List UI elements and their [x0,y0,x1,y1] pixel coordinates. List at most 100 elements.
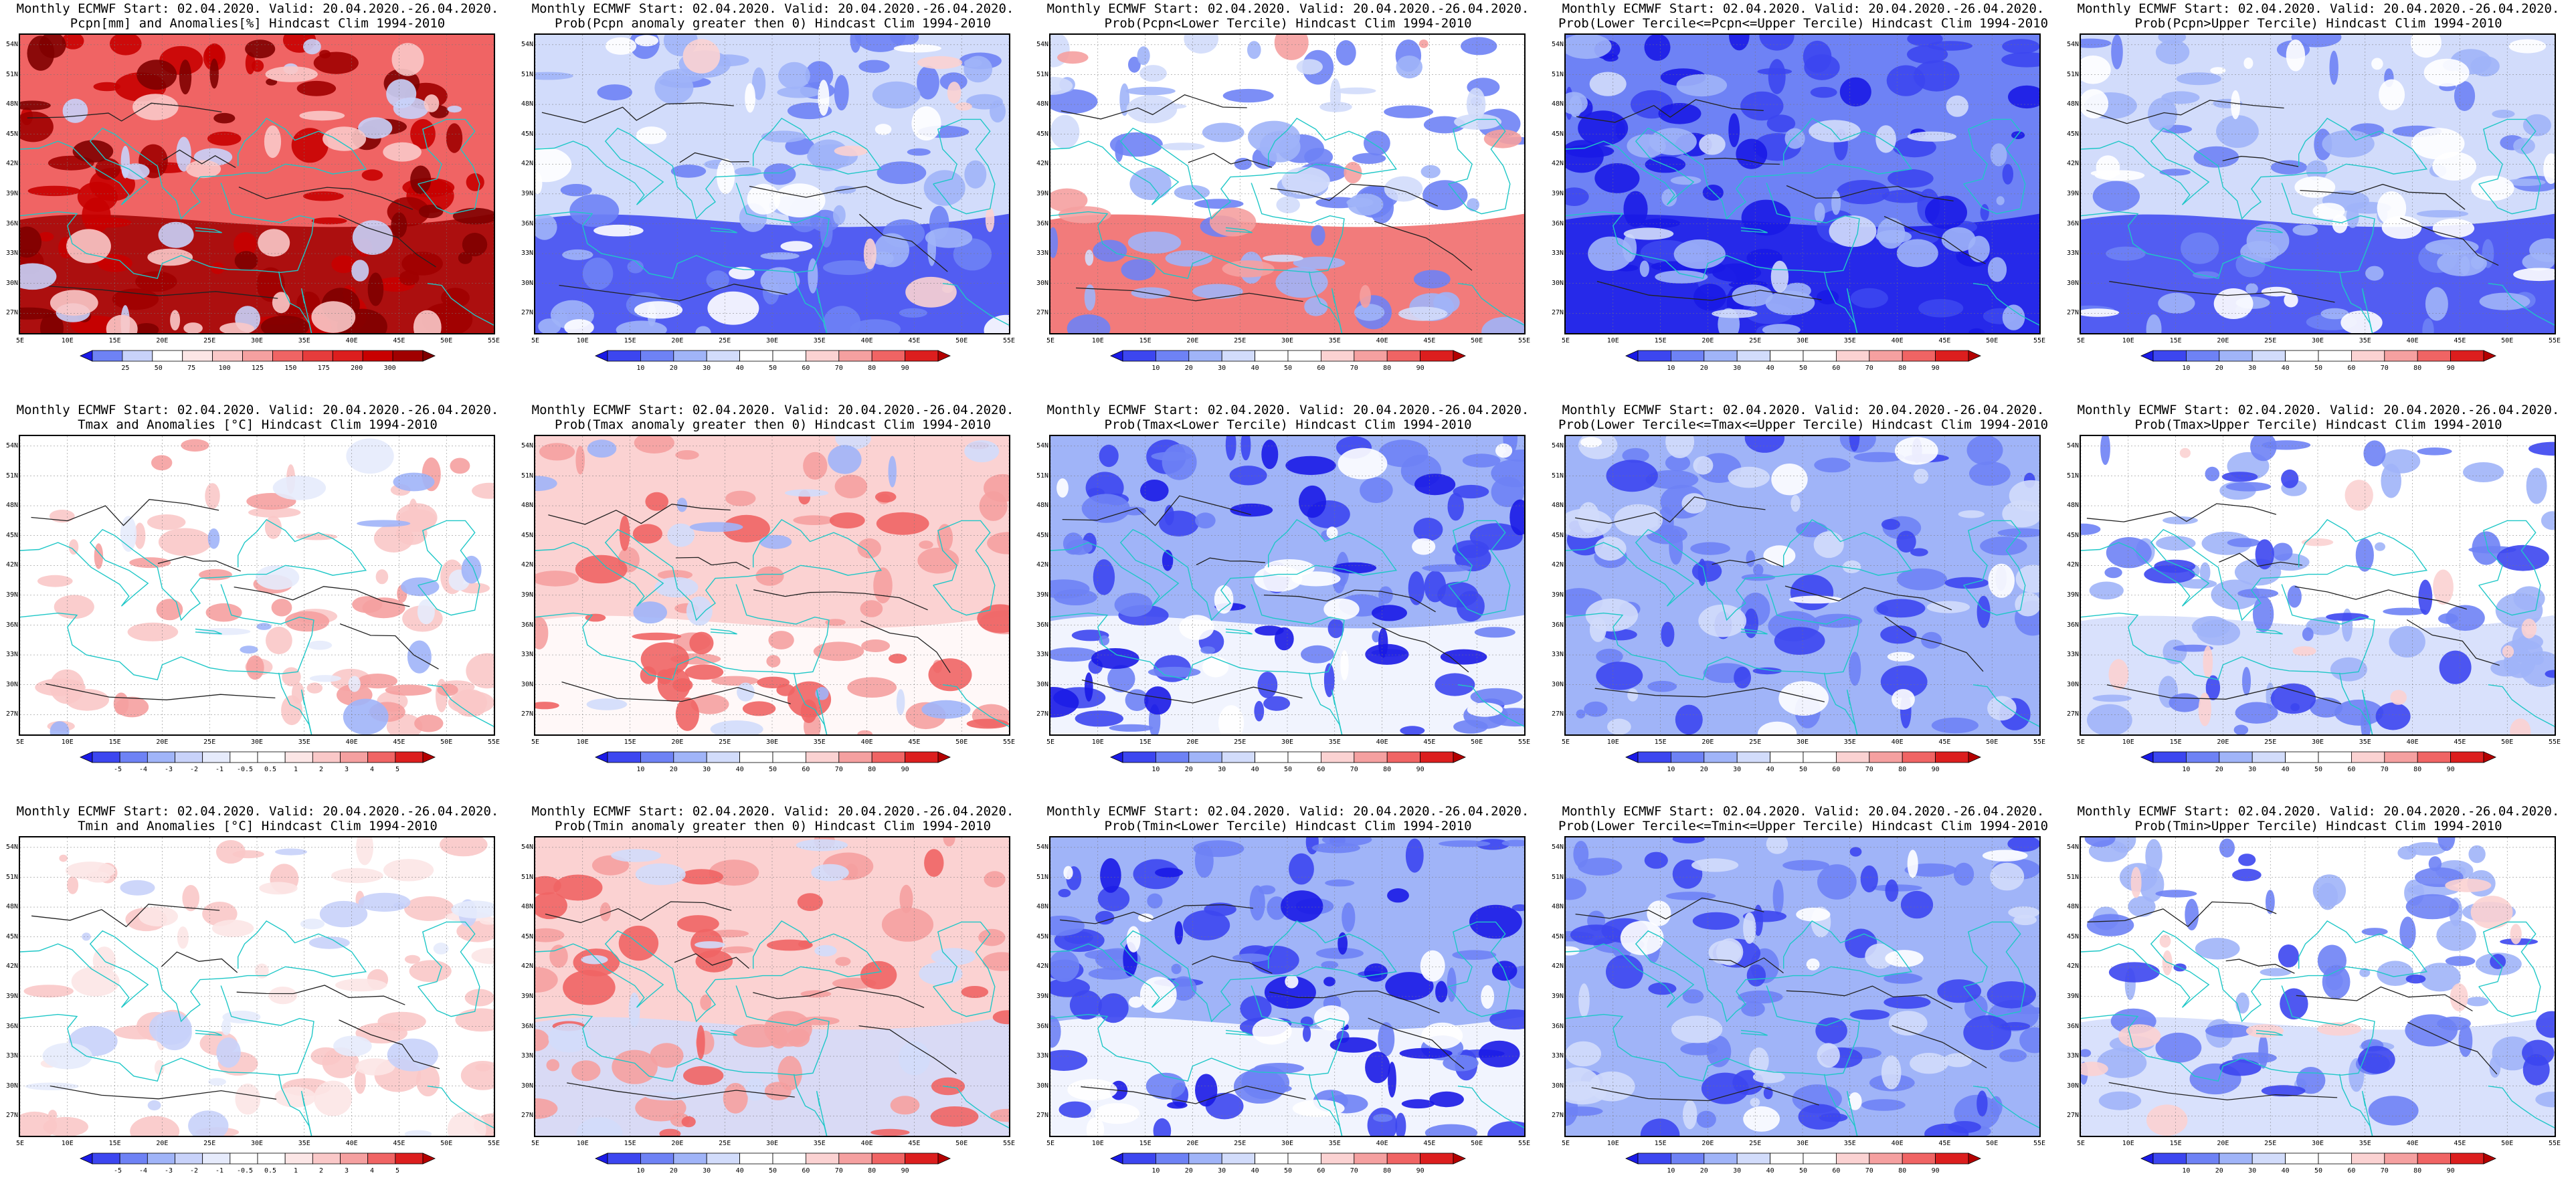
field-patch [931,948,976,966]
field-patch [535,967,558,993]
colorbar-svg [1625,350,1981,362]
latitude-tick-label: 39N [5,992,18,1000]
latitude-tick-label: 42N [2066,561,2079,569]
field-patch [919,962,963,986]
coastline [793,672,828,734]
field-patch [635,863,686,886]
field-patch [2081,56,2111,84]
coastline [20,985,314,1082]
field-patch [745,1078,765,1101]
field-patch [985,207,995,232]
field-patch [59,854,68,862]
latitude-tick-label: 45N [1036,130,1048,138]
colorbar-tick-label: 40 [1251,766,1259,773]
latitude-tick-label: 30N [2066,1082,2079,1090]
longitude-tick-label: 20E [1186,1140,1199,1147]
field-patch [1109,724,1154,732]
field-patch [1125,86,1176,96]
colorbar-swatch [1902,1152,1936,1165]
field-patch [348,676,361,692]
colorbar-min-arrow [1625,1152,1639,1165]
colorbar-swatch [2450,751,2484,763]
field-patch [54,595,94,619]
field-patch [2104,567,2122,579]
colorbar-swatch [673,350,707,362]
field-patch [2466,997,2489,1007]
colorbar-swatch [1835,1152,1870,1165]
field-patch [707,291,759,325]
field-patch [1566,878,1586,900]
field-patch [2301,538,2334,546]
colorbar-tick-label: 10 [2182,365,2191,372]
field-patch [120,880,155,896]
field-patch [291,128,329,163]
colorbar-swatch [340,751,369,763]
field-patch [1728,113,1740,147]
field-patch [2084,837,2116,847]
field-patch [1399,1047,1453,1059]
field-patch [1454,114,1502,130]
coastline [2081,985,2375,1082]
latitude-tick-label: 48N [1036,100,1048,108]
field-patch [1170,976,1197,1001]
field-patch [274,1086,316,1108]
colorbar-swatch [2152,1152,2187,1165]
field-patch [2326,613,2369,621]
colorbar-tick-label: 60 [1317,766,1325,773]
longitude-tick-label: 40E [860,337,873,344]
field-patch [535,72,573,80]
contour-line [674,953,749,969]
field-patch [1479,1040,1520,1068]
longitude-tick-label: 55E [2548,1140,2561,1147]
longitude-tick-label: 15E [624,337,636,344]
colorbar-swatch [2285,1152,2319,1165]
colorbar-tick-label: 80 [1898,766,1907,773]
field-patch [207,131,242,146]
longitude-tick-label: 50E [955,337,968,344]
colorbar-max-arrow [2483,350,2496,362]
panel-title: Monthly ECMWF Start: 02.04.2020. Valid: … [2061,1,2576,31]
latitude-tick-label: 33N [1551,651,1564,659]
field-patch [689,522,743,532]
field-patch [110,35,142,56]
field-patch [2471,175,2514,201]
contour-line [1062,495,1251,526]
field-patch [1233,1069,1285,1104]
field-patch [966,718,1009,729]
field-patch [1200,646,1216,654]
colorbar-swatch [2351,350,2385,362]
field-patch [2513,268,2555,282]
field-patch [1413,518,1443,541]
field-patch [1918,299,1964,318]
longitude-tick-label: 5E [1046,1140,1055,1147]
longitude-tick-label: 15E [108,1140,121,1147]
field-patch [757,676,790,688]
field-patch [1784,128,1805,149]
colorbar-tick-label: 10 [1152,766,1160,773]
latitude-tick-label: 48N [1036,903,1048,911]
field-patch [679,869,723,885]
latitude-tick-label: 36N [1551,1022,1564,1030]
coastline [1225,227,1253,233]
map-frame [534,836,1010,1137]
field-patch [1121,259,1156,281]
field-patch [569,194,620,227]
coastline [793,1074,828,1136]
latitude-tick-label: 27N [1551,710,1564,718]
field-patch [2258,1034,2268,1069]
contour-line [238,187,413,210]
field-patch [2463,462,2504,482]
field-patch [2250,436,2277,462]
field-patch [1888,1011,1928,1036]
field-patch [1396,56,1422,79]
field-patch [440,837,488,857]
field-patch [2545,670,2555,678]
field-patch [803,452,828,480]
field-patch [1885,950,1924,967]
longitude-tick-label: 5E [1561,337,1570,344]
colorbar-tick-label: 125 [251,365,264,372]
coastline [1308,1074,1343,1136]
colorbar-tick-label: 60 [1832,365,1841,372]
colorbar-swatch [119,751,148,763]
contour-line [2106,684,2342,704]
